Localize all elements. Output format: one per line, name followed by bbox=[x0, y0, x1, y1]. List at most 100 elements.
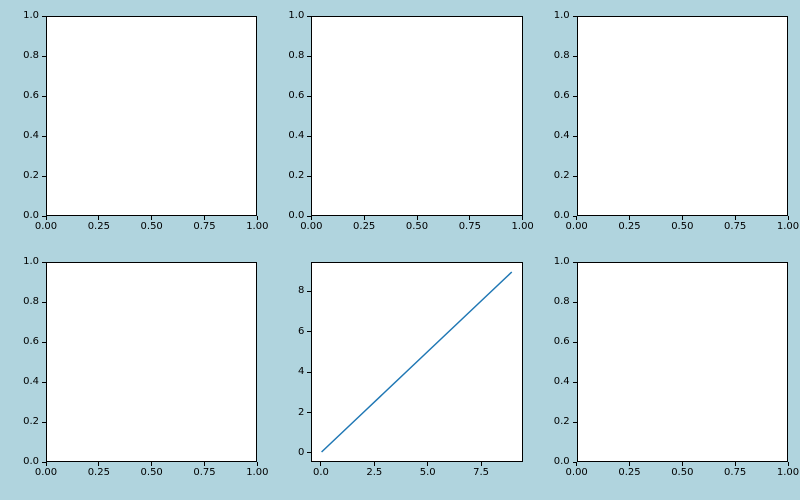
xtick-label: 0.00 bbox=[300, 222, 322, 232]
ytick-label: 1.0 bbox=[554, 257, 570, 267]
xtick bbox=[257, 216, 258, 220]
ytick-label: 0.4 bbox=[554, 131, 570, 141]
ytick-label: 0.2 bbox=[23, 171, 39, 181]
xtick-label: 0.25 bbox=[618, 468, 640, 478]
xtick bbox=[204, 462, 205, 466]
xtick bbox=[320, 462, 321, 466]
ytick bbox=[307, 56, 311, 57]
xtick-label: 0.50 bbox=[671, 222, 693, 232]
ytick bbox=[42, 462, 46, 463]
ytick bbox=[307, 176, 311, 177]
xtick bbox=[204, 216, 205, 220]
ytick bbox=[307, 412, 311, 413]
figure: 0.000.250.500.751.000.00.20.40.60.81.00.… bbox=[0, 0, 800, 500]
ytick-label: 0.2 bbox=[23, 417, 39, 427]
xtick-label: 5.0 bbox=[420, 468, 436, 478]
xtick-label: 0.00 bbox=[35, 468, 57, 478]
xtick-label: 0.25 bbox=[353, 222, 375, 232]
xtick-label: 7.5 bbox=[473, 468, 489, 478]
xtick-label: 0.75 bbox=[459, 222, 481, 232]
xtick bbox=[469, 216, 470, 220]
xtick bbox=[682, 462, 683, 466]
xtick bbox=[788, 462, 789, 466]
ytick bbox=[307, 331, 311, 332]
ytick-label: 0 bbox=[298, 448, 304, 458]
xtick-label: 0.00 bbox=[566, 222, 588, 232]
xtick-label: 0.00 bbox=[566, 468, 588, 478]
xtick-label: 0.50 bbox=[141, 468, 163, 478]
xtick bbox=[151, 462, 152, 466]
line-series bbox=[322, 272, 512, 452]
xtick bbox=[374, 462, 375, 466]
ytick bbox=[573, 262, 577, 263]
ytick-label: 0.8 bbox=[23, 51, 39, 61]
xtick-label: 0.50 bbox=[671, 468, 693, 478]
ytick-label: 0.6 bbox=[23, 91, 39, 101]
ytick bbox=[573, 216, 577, 217]
ytick-label: 1.0 bbox=[288, 11, 304, 21]
xtick bbox=[735, 462, 736, 466]
ytick-label: 0.8 bbox=[23, 297, 39, 307]
subplot-1-2 bbox=[577, 262, 788, 462]
ytick-label: 0.0 bbox=[23, 457, 39, 467]
xtick-label: 0.0 bbox=[313, 468, 329, 478]
xtick-label: 0.25 bbox=[88, 222, 110, 232]
xtick bbox=[46, 462, 47, 466]
ytick bbox=[307, 96, 311, 97]
xtick-label: 1.00 bbox=[777, 468, 799, 478]
ytick-label: 0.2 bbox=[554, 171, 570, 181]
xtick bbox=[576, 216, 577, 220]
xtick bbox=[311, 216, 312, 220]
xtick bbox=[682, 216, 683, 220]
plot-area bbox=[312, 263, 521, 461]
xtick bbox=[151, 216, 152, 220]
xtick bbox=[417, 216, 418, 220]
xtick-label: 1.00 bbox=[777, 222, 799, 232]
xtick-label: 0.75 bbox=[193, 222, 215, 232]
xtick-label: 0.50 bbox=[406, 222, 428, 232]
xtick-label: 0.75 bbox=[724, 468, 746, 478]
xtick-label: 0.50 bbox=[141, 222, 163, 232]
ytick-label: 8 bbox=[298, 286, 304, 296]
ytick bbox=[573, 462, 577, 463]
xtick-label: 0.25 bbox=[88, 468, 110, 478]
ytick bbox=[573, 342, 577, 343]
ytick-label: 0.4 bbox=[23, 377, 39, 387]
xtick bbox=[257, 462, 258, 466]
ytick bbox=[42, 16, 46, 17]
ytick bbox=[307, 216, 311, 217]
xtick bbox=[364, 216, 365, 220]
ytick bbox=[573, 56, 577, 57]
ytick-label: 0.0 bbox=[288, 211, 304, 221]
subplot-1-1 bbox=[311, 262, 522, 462]
ytick-label: 0.2 bbox=[554, 417, 570, 427]
ytick bbox=[573, 96, 577, 97]
xtick bbox=[576, 462, 577, 466]
ytick bbox=[42, 176, 46, 177]
ytick bbox=[42, 342, 46, 343]
xtick bbox=[46, 216, 47, 220]
ytick bbox=[307, 452, 311, 453]
ytick-label: 0.0 bbox=[554, 457, 570, 467]
ytick bbox=[573, 136, 577, 137]
ytick bbox=[42, 216, 46, 217]
ytick bbox=[42, 422, 46, 423]
ytick-label: 0.6 bbox=[554, 337, 570, 347]
xtick bbox=[788, 216, 789, 220]
ytick-label: 1.0 bbox=[554, 11, 570, 21]
xtick bbox=[481, 462, 482, 466]
ytick-label: 1.0 bbox=[23, 257, 39, 267]
xtick bbox=[98, 216, 99, 220]
xtick-label: 1.00 bbox=[512, 222, 534, 232]
xtick-label: 0.75 bbox=[193, 468, 215, 478]
ytick-label: 6 bbox=[298, 327, 304, 337]
ytick bbox=[42, 302, 46, 303]
xtick bbox=[98, 462, 99, 466]
ytick-label: 0.8 bbox=[288, 51, 304, 61]
ytick-label: 1.0 bbox=[23, 11, 39, 21]
ytick bbox=[42, 96, 46, 97]
ytick-label: 0.2 bbox=[288, 171, 304, 181]
ytick bbox=[42, 382, 46, 383]
xtick bbox=[629, 216, 630, 220]
ytick-label: 0.4 bbox=[554, 377, 570, 387]
